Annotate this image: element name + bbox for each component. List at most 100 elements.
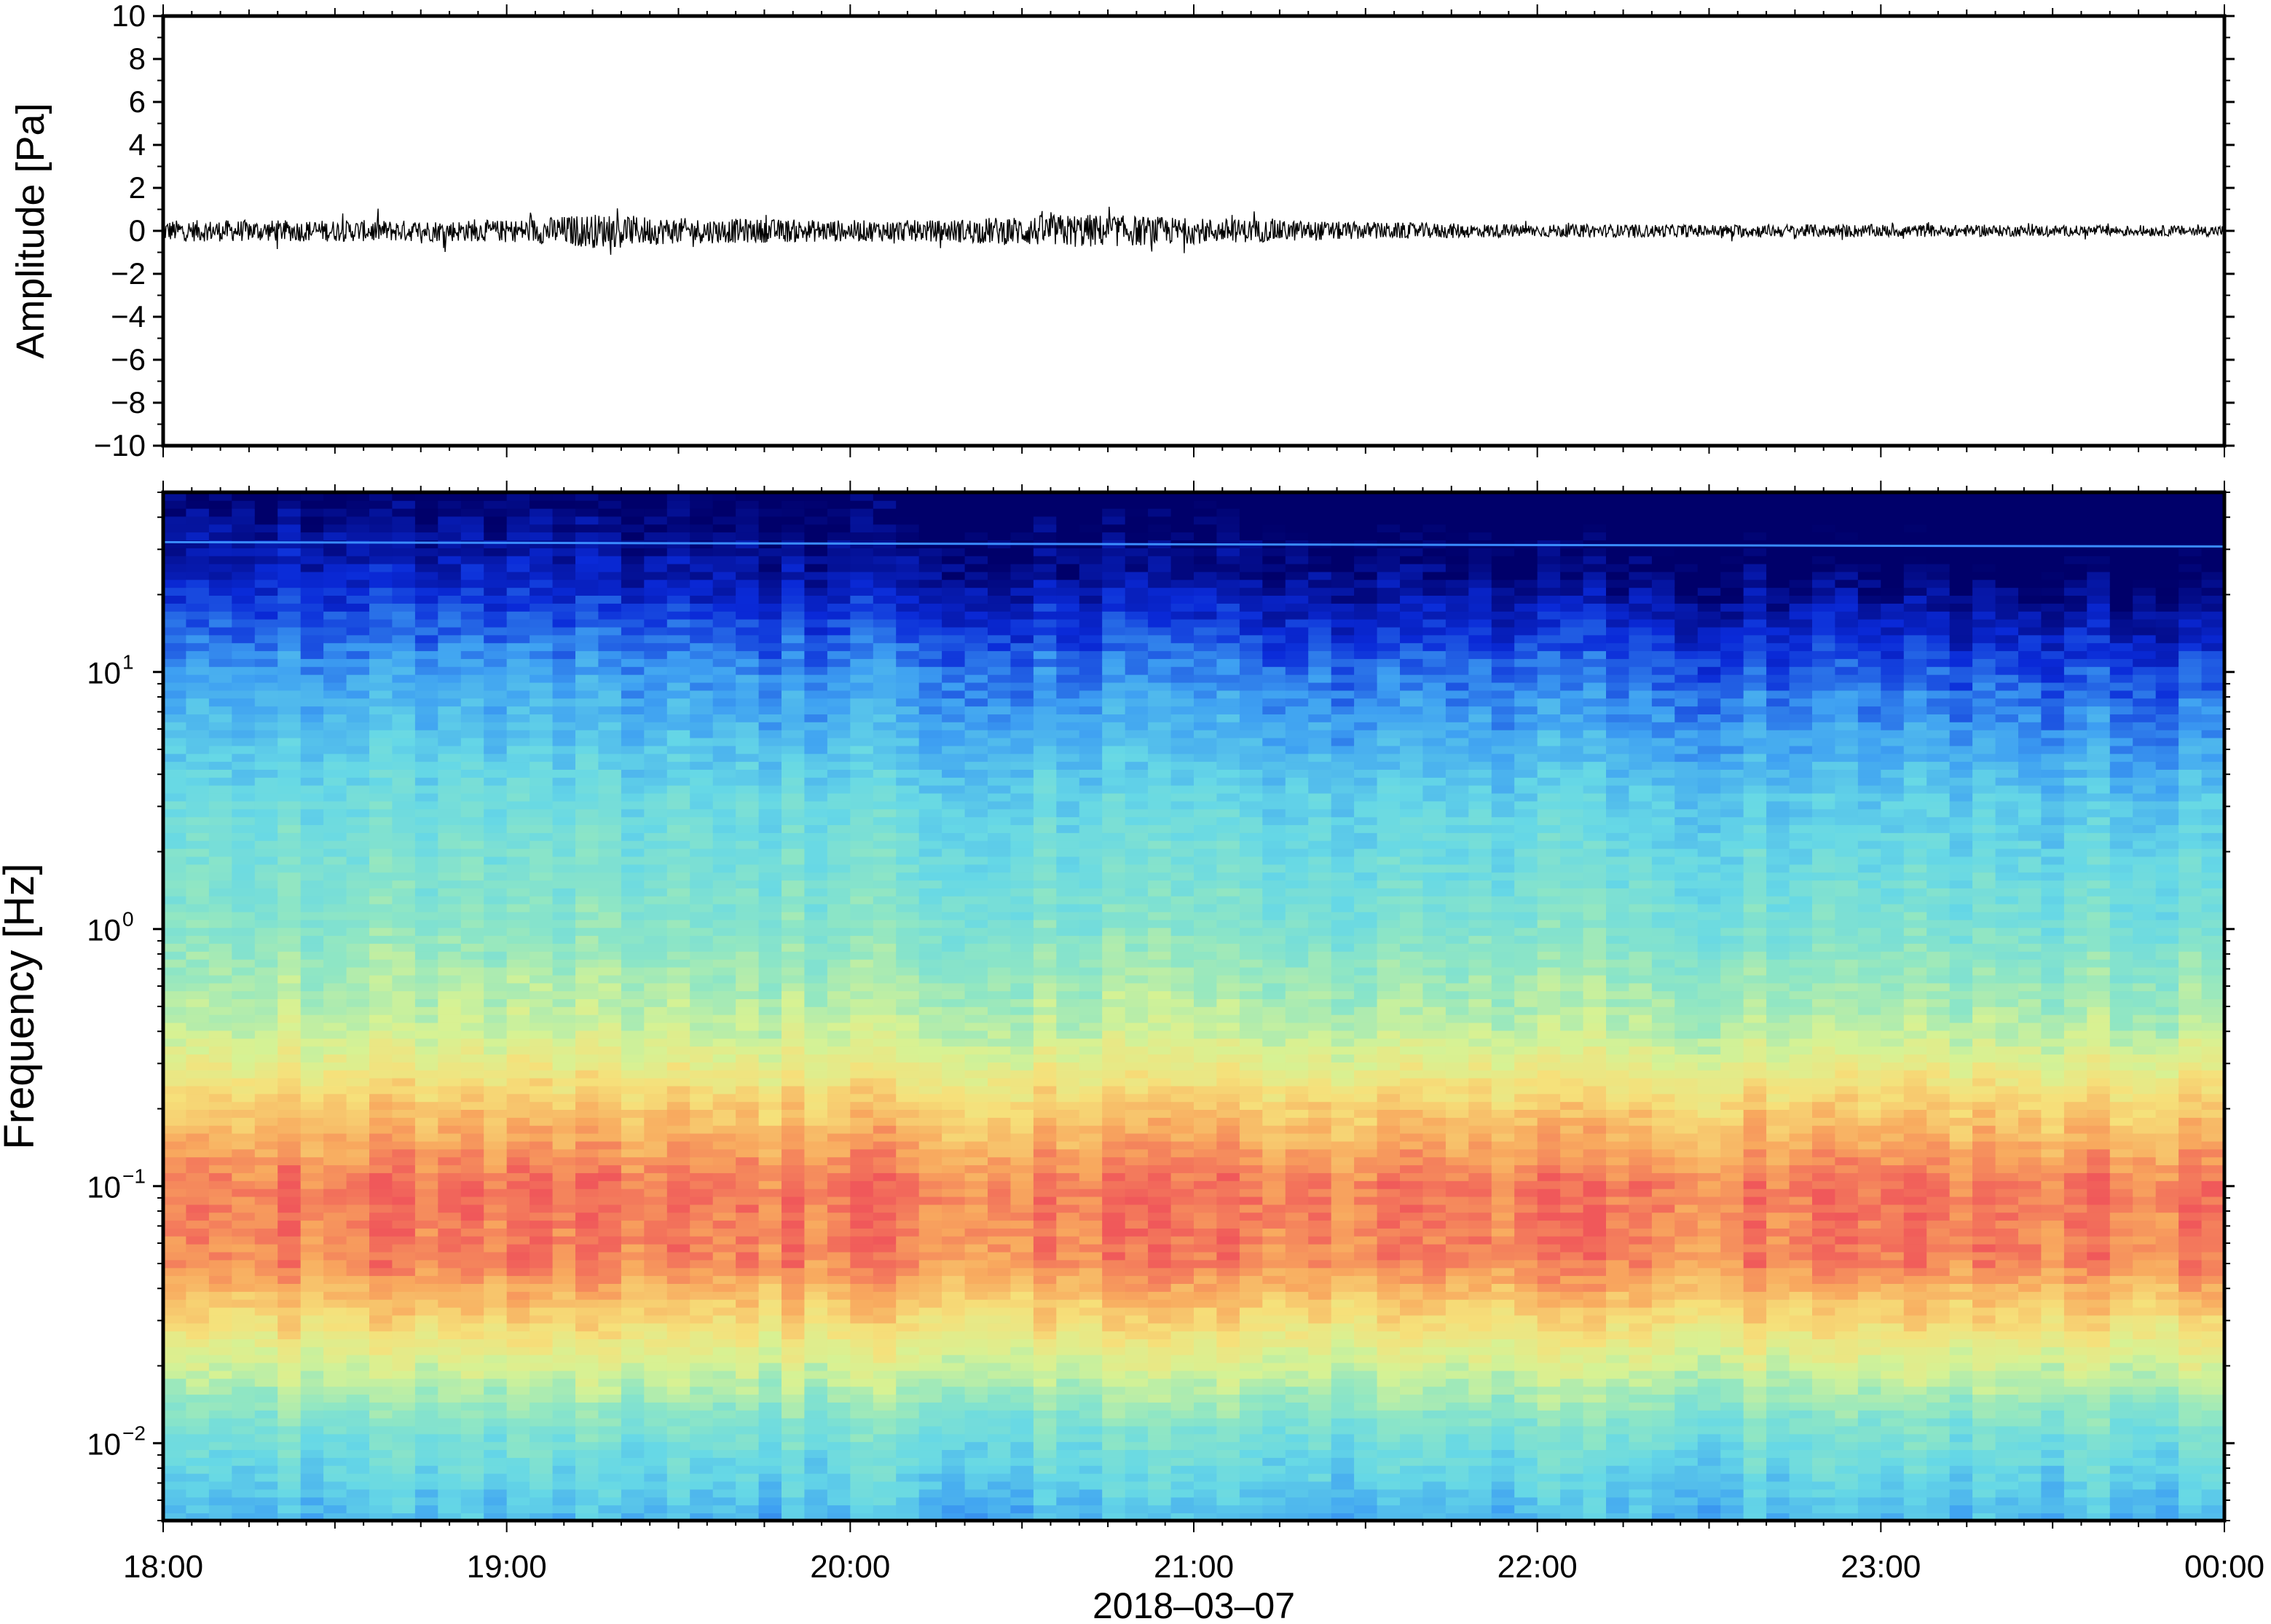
spectrogram-cell bbox=[621, 848, 645, 857]
spectrogram-cell bbox=[163, 911, 187, 921]
spectrogram-cell bbox=[278, 1497, 302, 1506]
spectrogram-cell bbox=[896, 1394, 920, 1403]
spectrogram-cell bbox=[278, 1101, 302, 1110]
spectrogram-cell bbox=[506, 666, 530, 675]
spectrogram-cell bbox=[254, 745, 278, 754]
spectrogram-cell bbox=[896, 943, 920, 952]
spectrogram-cell bbox=[942, 1188, 966, 1197]
spectrogram-cell bbox=[300, 1497, 324, 1506]
spectrogram-cell bbox=[942, 927, 966, 937]
spectrogram-cell bbox=[988, 1212, 1012, 1221]
spectrogram-cell bbox=[414, 1370, 439, 1379]
spectrogram-cell bbox=[186, 1101, 210, 1110]
spectrogram-cell bbox=[346, 895, 370, 904]
spectrogram-cell bbox=[369, 1481, 393, 1490]
spectrogram-cell bbox=[575, 666, 599, 675]
spectrogram-cell bbox=[369, 935, 393, 944]
spectrogram-cell bbox=[484, 1465, 508, 1474]
spectrogram-cell bbox=[278, 1386, 302, 1395]
spectrogram-cell bbox=[736, 658, 760, 667]
spectrogram-cell bbox=[782, 1196, 806, 1205]
spectrogram-cell bbox=[964, 587, 988, 596]
spectrogram-cell bbox=[804, 840, 828, 849]
spectrogram-cell bbox=[369, 587, 393, 596]
spectrogram-cell bbox=[552, 1093, 576, 1103]
spectrogram-cell bbox=[873, 1077, 897, 1087]
spectrogram-cell bbox=[254, 951, 278, 960]
spectrogram-cell bbox=[575, 1006, 599, 1015]
spectrogram-cell bbox=[964, 532, 988, 540]
spectrogram-cell bbox=[552, 1069, 576, 1079]
spectrogram-cell bbox=[804, 571, 828, 580]
spectrogram-cell bbox=[506, 1014, 530, 1023]
spectrogram-cell bbox=[392, 1196, 416, 1205]
spectrogram-cell bbox=[392, 919, 416, 929]
spectrogram-cell bbox=[918, 666, 942, 675]
spectrogram-cell bbox=[598, 1457, 622, 1466]
spectrogram-cell bbox=[323, 872, 347, 881]
spectrogram-cell bbox=[666, 1228, 690, 1237]
spectrogram-cell bbox=[163, 919, 187, 929]
spectrogram-cell bbox=[804, 548, 828, 556]
spectrogram-cell bbox=[460, 1077, 484, 1087]
spectrogram-cell bbox=[644, 1054, 668, 1063]
spectrogram-cell bbox=[414, 1196, 439, 1205]
spectrogram-cell bbox=[690, 958, 714, 968]
spectrogram-cell bbox=[254, 1354, 278, 1363]
spectrogram-cell bbox=[208, 745, 233, 754]
spectrogram-cell bbox=[644, 729, 668, 738]
spectrogram-cell bbox=[918, 1204, 942, 1213]
spectrogram-cell bbox=[712, 722, 736, 730]
spectrogram-cell bbox=[827, 1180, 851, 1189]
spectrogram-cell bbox=[782, 1275, 806, 1284]
spectrogram-cell bbox=[208, 919, 233, 929]
spectrogram-cell bbox=[552, 998, 576, 1007]
spectrogram-cell bbox=[918, 1236, 942, 1245]
spectrogram-cell bbox=[552, 714, 576, 722]
spectrogram-cell bbox=[712, 1140, 736, 1150]
spectrogram-cell bbox=[666, 1196, 690, 1205]
spectrogram-cell bbox=[575, 864, 599, 873]
spectrogram-cell bbox=[918, 1180, 942, 1189]
spectrogram-cell bbox=[530, 1347, 554, 1355]
spectrogram-cell bbox=[392, 626, 416, 636]
spectrogram-cell bbox=[850, 1164, 874, 1173]
spectrogram-cell bbox=[460, 1014, 484, 1023]
spectrogram-cell bbox=[232, 1457, 256, 1466]
spectrogram-cell bbox=[918, 642, 942, 652]
spectrogram-cell bbox=[782, 1069, 806, 1079]
spectrogram-cell bbox=[232, 1394, 256, 1403]
spectrogram-cell bbox=[163, 603, 187, 612]
spectrogram-cell bbox=[736, 958, 760, 968]
spectrogram-cell bbox=[460, 729, 484, 738]
spectrogram-cell bbox=[506, 1172, 530, 1181]
waveform-y-tick-label: 10 bbox=[111, 0, 146, 33]
spectrogram-cell bbox=[346, 832, 370, 841]
spectrogram-cell bbox=[804, 1497, 828, 1506]
spectrogram-cell bbox=[827, 1054, 851, 1063]
spectrogram-cell bbox=[575, 634, 599, 644]
spectrogram-cell bbox=[300, 524, 324, 533]
waveform-trace bbox=[163, 206, 2224, 255]
spectrogram-cell bbox=[323, 1124, 347, 1134]
spectrogram-cell bbox=[827, 563, 851, 572]
spectrogram-cell bbox=[873, 777, 897, 786]
spectrogram-cell bbox=[163, 974, 187, 984]
spectrogram-cell bbox=[896, 666, 920, 675]
spectrogram-cell bbox=[530, 1014, 554, 1023]
spectrogram-cell bbox=[186, 610, 210, 620]
spectrogram-cell bbox=[804, 1457, 828, 1466]
spectrogram-cell bbox=[186, 848, 210, 857]
spectrogram-cell bbox=[392, 516, 416, 525]
spectrogram-cell bbox=[278, 856, 302, 865]
spectrogram-cell bbox=[278, 1180, 302, 1189]
spectrogram-cell bbox=[575, 1362, 599, 1371]
spectrogram-cell bbox=[369, 666, 393, 675]
spectrogram-cell bbox=[414, 1306, 439, 1316]
spectrogram-cell bbox=[782, 737, 806, 746]
spectrogram-cell bbox=[896, 595, 920, 604]
spectrogram-cell bbox=[208, 1275, 233, 1284]
spectrogram-cell bbox=[712, 1465, 736, 1474]
spectrogram-cell bbox=[460, 1417, 484, 1427]
spectrogram-cell bbox=[552, 951, 576, 960]
